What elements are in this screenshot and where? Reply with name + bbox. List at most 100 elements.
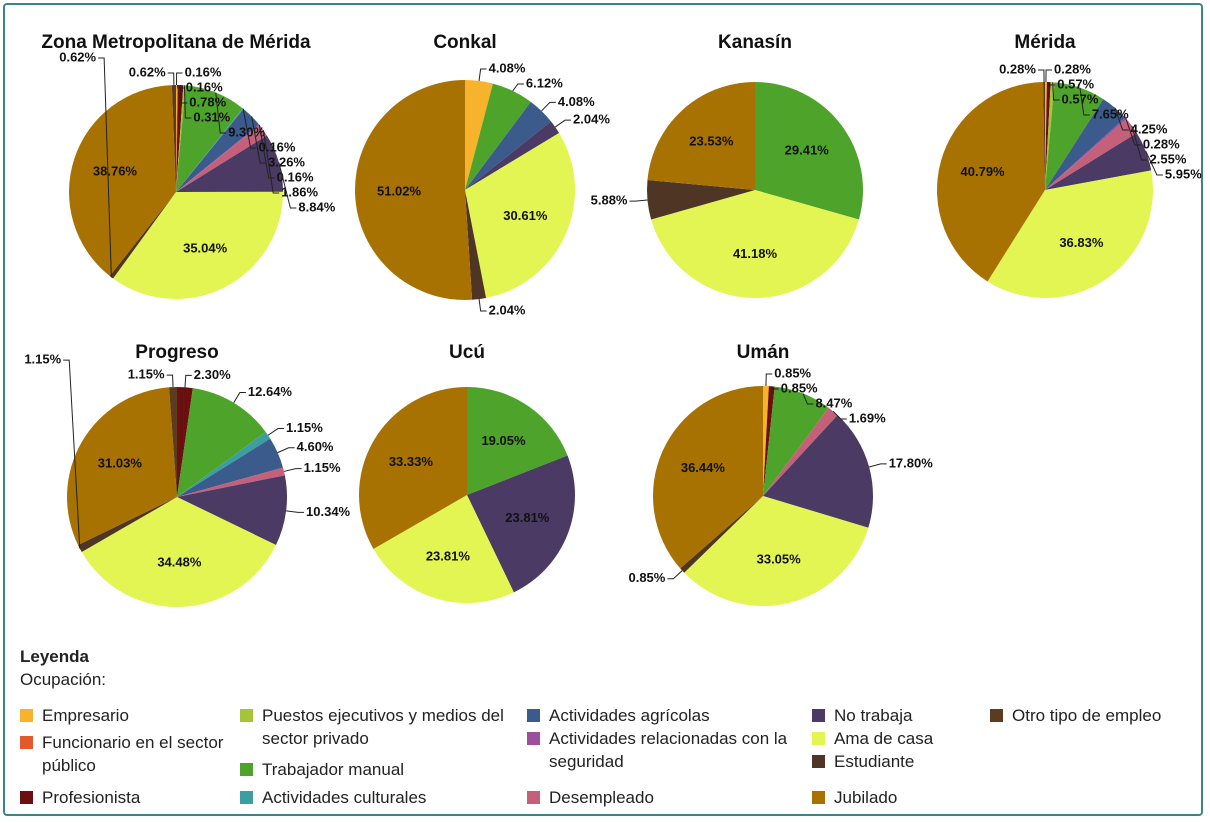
pie-slice [465, 121, 560, 190]
pie-slice [176, 85, 179, 192]
value-label: 10.34% [306, 504, 351, 519]
pie-title: Progreso [135, 342, 218, 363]
pie-slice [177, 388, 266, 497]
leader-line [478, 299, 487, 312]
leader-line [1052, 82, 1060, 101]
value-label: 1.69% [849, 410, 886, 425]
pie-slice [763, 386, 775, 496]
leader-line [541, 101, 556, 112]
leader-line [166, 374, 174, 388]
value-label: 4.08% [489, 60, 526, 75]
value-label: 35.04% [183, 241, 228, 256]
leader-line [1037, 69, 1045, 83]
value-label: 23.81% [426, 548, 471, 563]
value-label: 1.86% [281, 184, 318, 199]
value-label: 33.33% [389, 454, 434, 469]
leader-line [1079, 87, 1090, 116]
leader-line [63, 359, 81, 549]
value-label: 0.16% [185, 64, 222, 79]
leader-line [176, 72, 183, 86]
pie-slice [177, 438, 283, 497]
leader-line [278, 162, 297, 209]
legend-label: Desempleado [549, 788, 654, 807]
leader-line [184, 374, 192, 388]
pie-slice [176, 85, 243, 192]
pie-slice [176, 124, 260, 192]
legend-swatch [240, 763, 253, 776]
value-label: 8.84% [298, 199, 335, 214]
pie-slice [1045, 82, 1047, 190]
leader-line [765, 373, 773, 387]
legend-swatch [240, 709, 253, 722]
leader-line [233, 391, 246, 404]
leader-line [1125, 118, 1141, 146]
pie-slice [763, 386, 829, 496]
pie-slice [176, 135, 283, 192]
pie-slice [354, 80, 473, 300]
pie-slice [1045, 99, 1126, 190]
legend-label: No trabaja [834, 706, 913, 725]
pie-slice [467, 387, 568, 495]
legend-label: Puestos ejecutivos y medios del sector p… [262, 706, 504, 748]
value-label: 0.57% [1057, 76, 1094, 91]
value-label: 4.08% [558, 94, 595, 109]
value-label: 12.64% [248, 384, 293, 399]
value-label: 36.44% [681, 460, 726, 475]
pie-slice [78, 497, 177, 552]
leader-line [1114, 107, 1129, 131]
pie-slice [653, 386, 763, 569]
pie-slice [176, 85, 186, 192]
value-label: 0.62% [59, 49, 96, 64]
leader-line [1045, 69, 1053, 83]
pie-slice [171, 85, 176, 192]
leader-line [771, 386, 779, 390]
value-label: 33.05% [757, 552, 802, 567]
frame [3, 3, 1203, 816]
legend-title: Leyenda [20, 647, 89, 666]
legend-label: Otro tipo de empleo [1012, 706, 1162, 725]
value-label: 0.31% [193, 109, 230, 124]
pie-slice [176, 108, 244, 192]
value-label: 2.04% [573, 112, 610, 127]
value-label: 1.15% [304, 460, 341, 475]
leader-line [177, 84, 184, 89]
pie-slice [177, 432, 271, 497]
pie-title: Ucú [449, 342, 485, 363]
leader-line [183, 85, 192, 119]
pie-slice [66, 387, 177, 545]
pie-slice [81, 497, 276, 607]
value-label: 0.28% [999, 61, 1036, 76]
leader-line [286, 510, 305, 513]
pie-slice [1045, 117, 1127, 190]
leader-line [277, 447, 295, 454]
pie-slice [651, 190, 859, 298]
leader-line [267, 428, 284, 436]
value-label: 41.18% [733, 246, 778, 261]
pie-slice [169, 387, 177, 497]
value-label: 36.83% [1059, 235, 1104, 250]
value-label: 23.53% [689, 134, 734, 149]
value-label: 1.15% [24, 352, 61, 367]
legend-swatch [20, 736, 33, 749]
pie-slice [177, 387, 193, 497]
value-label: 0.85% [774, 365, 811, 380]
value-label: 1.15% [128, 367, 165, 382]
legend-swatch [20, 791, 33, 804]
value-label: 38.76% [93, 164, 138, 179]
legend-label: Funcionario en el sector público [42, 733, 224, 775]
legend-label: Trabajador manual [262, 760, 405, 779]
value-label: 51.02% [377, 184, 422, 199]
leader-line [258, 124, 275, 179]
value-label: 4.60% [297, 439, 334, 454]
leader-line [242, 108, 257, 149]
legend-swatch [20, 709, 33, 722]
leader-line [98, 57, 112, 278]
value-label: 0.78% [189, 94, 226, 109]
pie-slice [465, 83, 531, 190]
pie-slice [177, 475, 288, 545]
pie-slice [987, 170, 1153, 298]
leader-line [262, 130, 280, 194]
leader-line [1131, 125, 1148, 161]
leader-line [167, 72, 175, 86]
legend-label: Actividades agrícolas [549, 706, 710, 725]
